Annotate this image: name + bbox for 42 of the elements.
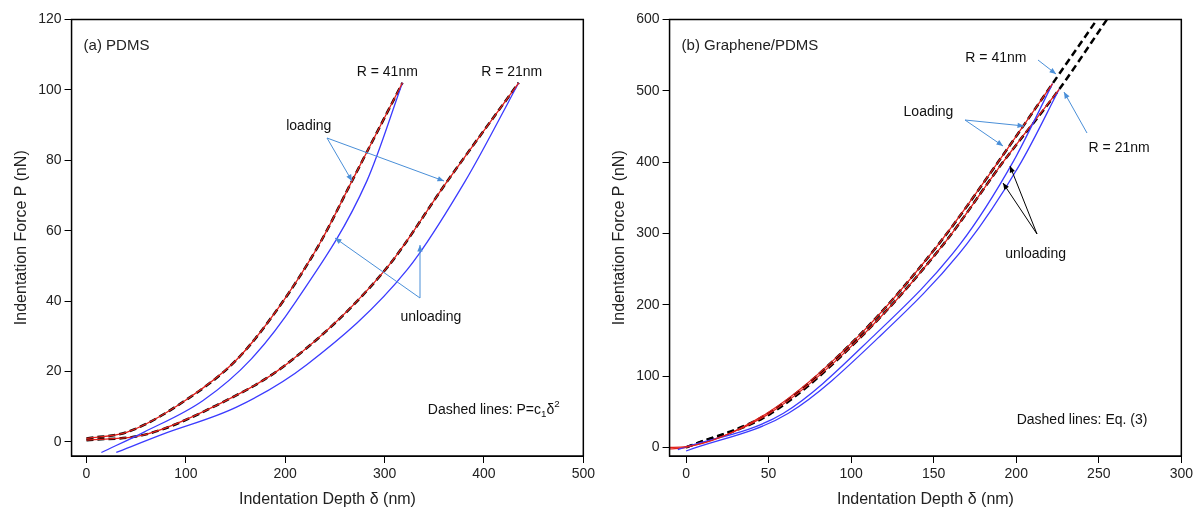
y-tick-label: 100 xyxy=(636,366,660,383)
x-tick-label: 150 xyxy=(922,465,946,482)
y-tick-label: 40 xyxy=(45,291,62,308)
x-tick-label: 0 xyxy=(682,465,691,482)
x-tick-label: 300 xyxy=(372,465,397,482)
text: (b) Graphene/PDMS xyxy=(681,35,819,53)
y-tick-label: 600 xyxy=(636,10,660,27)
y-tick-label: 200 xyxy=(636,295,660,312)
annotation: R = 41nm xyxy=(965,49,1027,66)
x-tick-label: 100 xyxy=(174,465,198,482)
x-tick-label: 100 xyxy=(839,465,864,482)
y-tick-label: 20 xyxy=(45,362,62,379)
y-tick-label: 300 xyxy=(636,224,660,241)
x-axis-title: Indentation Depth δ (nm) xyxy=(836,489,1014,507)
annotation: unloading xyxy=(400,307,462,324)
y-axis-title: Indentation Force P (nN) xyxy=(610,150,628,326)
annotation: R = 41nm xyxy=(356,63,418,80)
text: (a) PDMS xyxy=(83,35,150,53)
x-tick-label: 200 xyxy=(273,465,298,482)
y-tick-label: 500 xyxy=(636,81,660,98)
annotation: Dashed lines: Eq. (3) xyxy=(1016,411,1148,428)
y-tick-label: 80 xyxy=(45,151,62,168)
y-tick-label: 0 xyxy=(53,432,62,449)
y-tick-label: 60 xyxy=(45,221,62,238)
y-tick-label: 0 xyxy=(651,438,660,455)
y-tick-label: 100 xyxy=(38,80,62,97)
x-tick-label: 50 xyxy=(760,465,777,482)
y-axis-title: Indentation Force P (nN) xyxy=(12,150,30,326)
y-tick-label: 400 xyxy=(636,152,660,169)
x-tick-label: 200 xyxy=(1004,465,1029,482)
x-tick-label: 300 xyxy=(1169,465,1194,482)
x-tick-label: 500 xyxy=(571,465,596,482)
x-axis-title: Indentation Depth δ (nm) xyxy=(238,489,416,507)
x-tick-label: 400 xyxy=(472,465,496,482)
annotation: R = 21nm xyxy=(1088,139,1150,156)
annotation: loading xyxy=(286,117,332,134)
annotation: Loading xyxy=(903,103,954,120)
y-tick-label: 120 xyxy=(38,10,62,27)
x-tick-label: 0 xyxy=(82,465,91,482)
annotation: R = 21nm xyxy=(481,63,543,80)
annotation: unloading xyxy=(1005,244,1067,261)
x-tick-label: 250 xyxy=(1087,465,1111,482)
